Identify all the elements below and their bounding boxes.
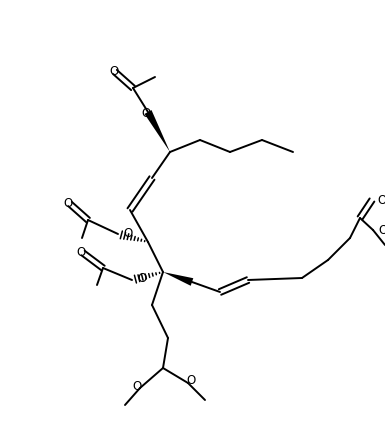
Text: O: O (141, 107, 151, 119)
Text: O: O (378, 224, 385, 236)
Text: O: O (109, 65, 119, 77)
Polygon shape (163, 272, 193, 286)
Text: O: O (377, 193, 385, 207)
Polygon shape (144, 110, 170, 152)
Text: O: O (132, 380, 142, 393)
Text: O: O (123, 227, 132, 240)
Text: O: O (186, 374, 196, 388)
Text: O: O (76, 246, 85, 258)
Text: O: O (64, 196, 73, 210)
Text: O: O (137, 272, 146, 286)
